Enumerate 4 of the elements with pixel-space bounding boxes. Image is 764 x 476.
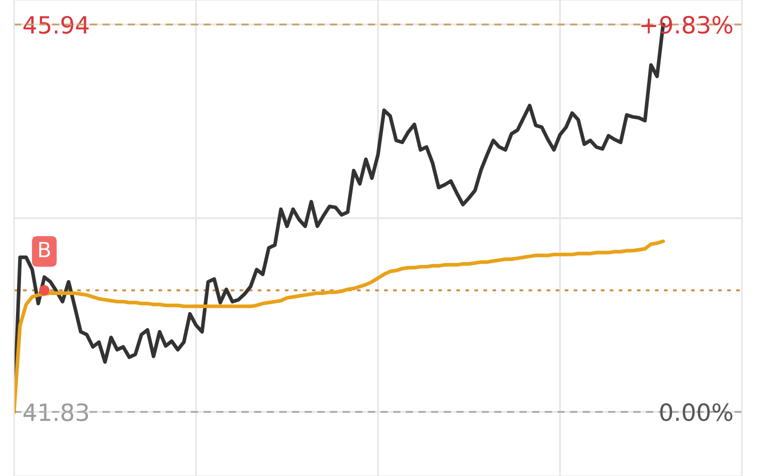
y2-tick-label: 0.00% bbox=[660, 403, 732, 422]
series-label: B bbox=[39, 242, 50, 258]
y-tick-label: 45.94 bbox=[23, 16, 89, 34]
y2-tick-label: +9.83% bbox=[641, 16, 732, 34]
